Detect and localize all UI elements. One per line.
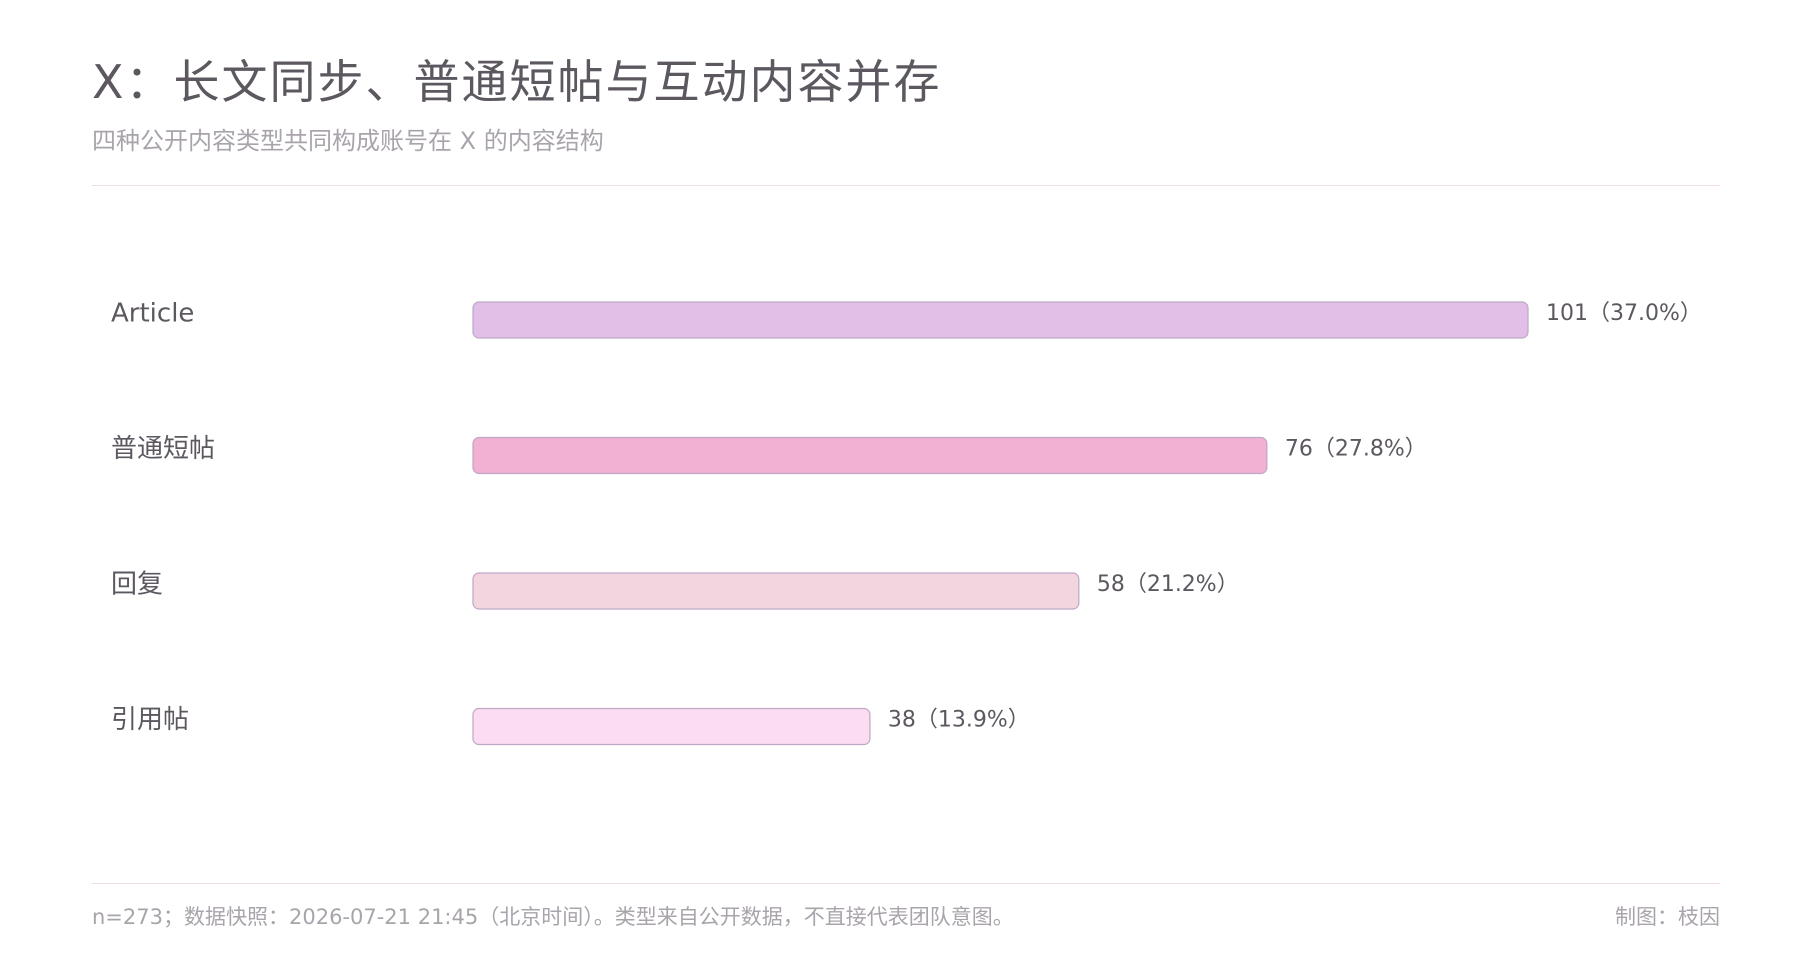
bar [472,572,1080,610]
value-label: 76（27.8%） [1285,437,1427,462]
chart-title: X：长文同步、普通短帖与互动内容并存 [92,55,942,109]
bar [472,436,1268,475]
category-label: Article [111,299,194,329]
footer-note: n=273；数据快照：2026-07-21 21:45（北京时间）。类型来自公开… [92,905,1014,929]
value-label: 38（13.9%） [888,708,1030,733]
bar [472,301,1529,339]
header-divider [92,185,1720,186]
chart-header: X：长文同步、普通短帖与互动内容并存 四种公开内容类型共同构成账号在 X 的内容… [92,44,1720,158]
category-label: 回复 [111,570,163,600]
value-label: 101（37.0%） [1546,301,1702,326]
value-label: 58（21.2%） [1097,572,1239,597]
footer-credit: 制图：枝因 [1615,905,1720,929]
bar [472,707,871,746]
chart-subtitle: 四种公开内容类型共同构成账号在 X 的内容结构 [92,127,604,155]
category-label: 普通短帖 [111,434,215,464]
footer-divider [92,883,1720,884]
category-label: 引用帖 [111,705,189,735]
